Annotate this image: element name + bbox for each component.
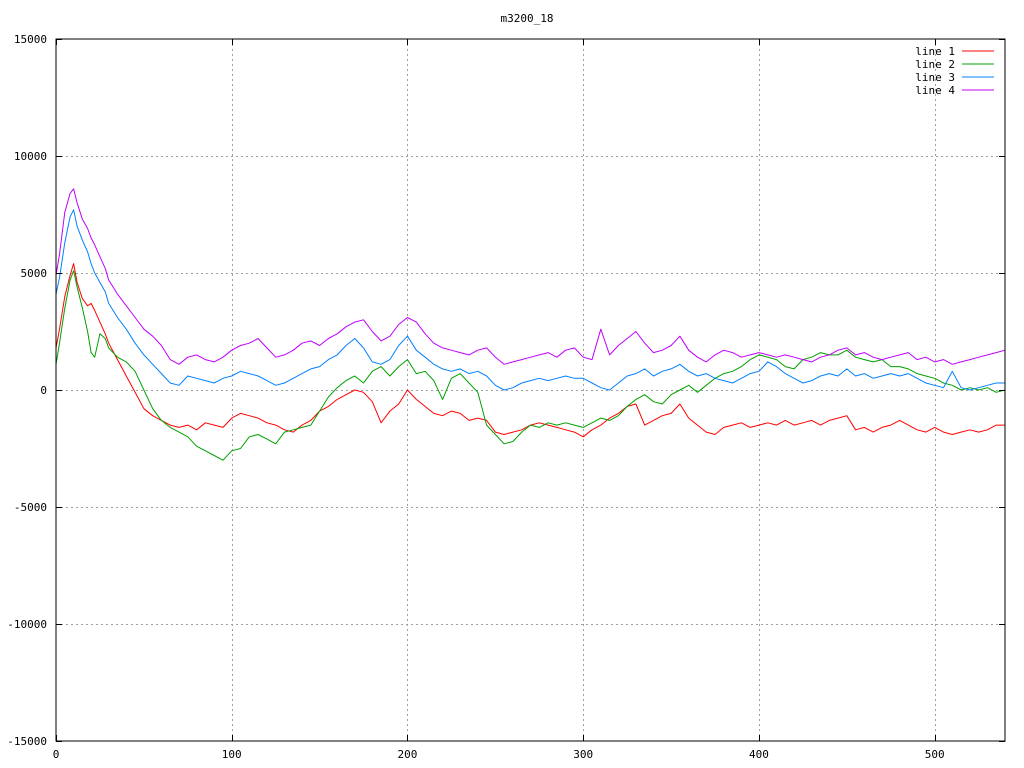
legend-label: line 2 <box>915 58 955 71</box>
y-tick-label: 15000 <box>14 33 47 46</box>
y-tick-label: 0 <box>40 384 47 397</box>
y-tick-label: -5000 <box>14 501 47 514</box>
series-line-4 <box>55 188 1006 365</box>
axis-ticks <box>56 39 1005 742</box>
y-tick-label: 5000 <box>21 267 48 280</box>
y-axis-tick-labels: -15000 -10000 -5000 0 5000 10000 15000 <box>7 33 47 748</box>
series-line-2 <box>55 270 1006 461</box>
x-tick-label: 300 <box>573 748 593 761</box>
x-axis-tick-labels: 0 100 200 300 400 500 <box>53 748 945 761</box>
y-tick-label: -15000 <box>7 735 47 748</box>
legend-label: line 3 <box>915 71 955 84</box>
x-tick-label: 400 <box>749 748 769 761</box>
y-tick-label: -10000 <box>7 618 47 631</box>
x-tick-label: 500 <box>925 748 945 761</box>
legend-label: line 4 <box>915 84 955 97</box>
chart-title: m3200_18 <box>501 12 554 25</box>
series-line-3 <box>55 209 1005 391</box>
series-line-1 <box>55 263 1005 438</box>
legend-label: line 1 <box>915 45 955 58</box>
x-tick-label: 100 <box>222 748 242 761</box>
x-tick-label: 200 <box>398 748 418 761</box>
grid <box>56 39 1005 741</box>
x-tick-label: 0 <box>53 748 60 761</box>
y-tick-label: 10000 <box>14 150 47 163</box>
series-group <box>55 188 1006 461</box>
